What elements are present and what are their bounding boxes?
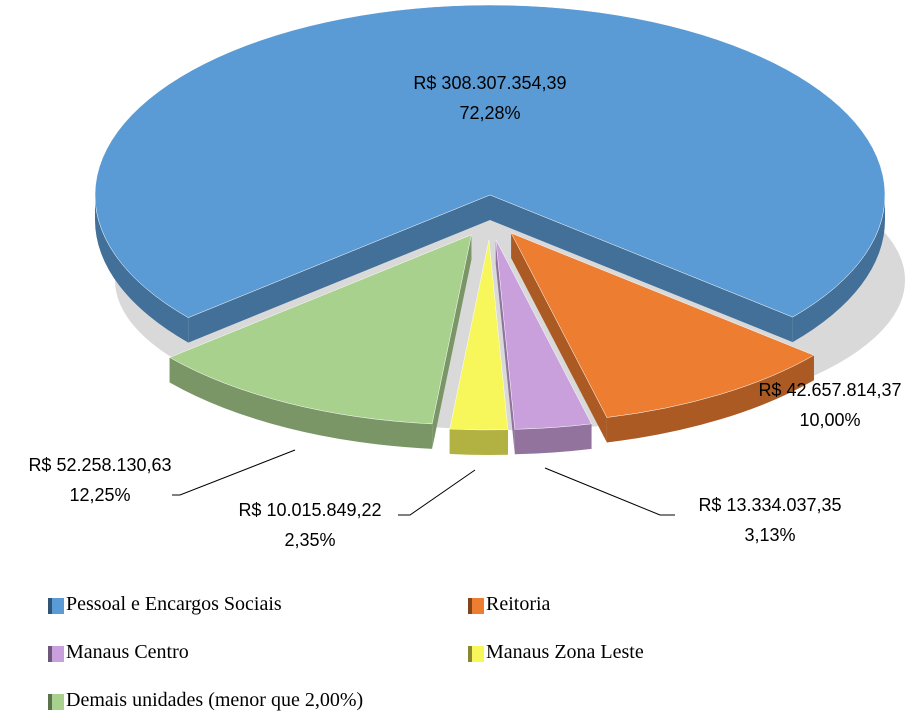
data-label: R$ 52.258.130,63 12,25%: [5, 450, 195, 510]
percent-label: 10,00%: [799, 410, 861, 430]
legend-label: Manaus Zona Leste: [486, 641, 644, 663]
pie: [94, 4, 886, 455]
legend-label: Manaus Centro: [66, 641, 189, 663]
percent-label: 2,35%: [284, 530, 336, 550]
slice: [495, 239, 592, 455]
slice-side: [188, 195, 491, 343]
percent-label: 3,13%: [744, 525, 796, 545]
data-label: R$ 13.334.037,35 3,13%: [675, 490, 865, 550]
legend-label: Reitoria: [486, 593, 551, 615]
leader-line: [398, 469, 476, 516]
slice: [449, 239, 509, 455]
slice-edge: [792, 195, 885, 343]
slice-side: [511, 233, 607, 443]
slice-side: [490, 195, 793, 343]
data-label: R$ 308.307.354,39 72,28%: [405, 68, 575, 128]
slice: [94, 4, 886, 343]
leader-line: [172, 449, 296, 496]
slice-side: [495, 239, 515, 455]
slice: [169, 234, 472, 449]
legend-swatch: [468, 598, 484, 614]
slice-edge: [514, 423, 592, 455]
value-label: R$ 52.258.130,63: [28, 455, 172, 475]
value-label: R$ 308.307.354,39: [413, 73, 567, 93]
percent-label: 12,25%: [69, 485, 131, 505]
slice-top: [449, 239, 509, 431]
slice-edge: [169, 357, 433, 449]
slice-edge: [449, 429, 508, 455]
slice: [510, 232, 815, 443]
legend-swatch: [48, 646, 64, 662]
legend-swatch: [468, 646, 484, 662]
slice-top: [495, 239, 592, 430]
data-label: R$ 10.015.849,22 2,35%: [215, 495, 405, 555]
legend-swatch: [48, 694, 64, 710]
slice-side: [432, 234, 472, 449]
legend-label: Pessoal e Encargos Sociais: [66, 593, 282, 615]
leader-line: [544, 467, 675, 516]
slice-edge: [95, 195, 189, 343]
value-label: R$ 13.334.037,35: [698, 495, 842, 515]
value-label: R$ 42.657.814,37: [758, 380, 902, 400]
slice-edge: [606, 355, 814, 443]
leader-lines: [172, 449, 675, 516]
percent-label: 72,28%: [459, 103, 521, 123]
value-label: R$ 10.015.849,22: [238, 500, 382, 520]
legend-swatch: [48, 598, 64, 614]
legend-label: Demais unidades (menor que 2,00%): [66, 689, 364, 711]
data-label: R$ 42.657.814,37 10,00%: [735, 375, 924, 435]
slice-top: [169, 234, 472, 425]
slice-top: [94, 4, 886, 318]
slice-top: [510, 232, 815, 418]
